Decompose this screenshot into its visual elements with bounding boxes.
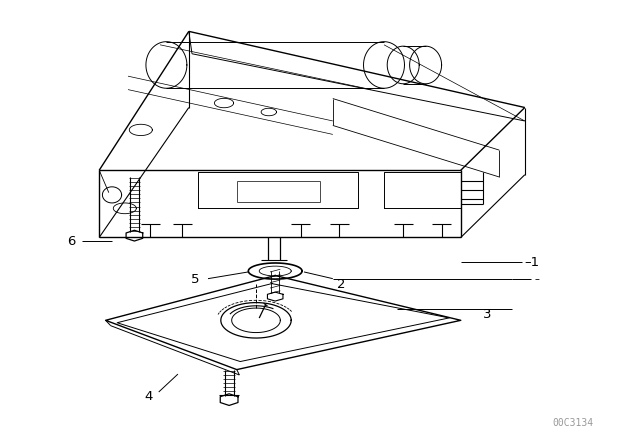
Text: 00C3134: 00C3134 [552, 418, 593, 428]
Text: 3: 3 [483, 308, 492, 321]
Text: 6: 6 [67, 234, 76, 248]
Text: 2: 2 [337, 278, 346, 291]
Text: 5: 5 [191, 272, 200, 286]
Text: 4: 4 [144, 390, 153, 403]
Text: –: – [534, 274, 540, 284]
Text: –1: –1 [525, 255, 540, 269]
